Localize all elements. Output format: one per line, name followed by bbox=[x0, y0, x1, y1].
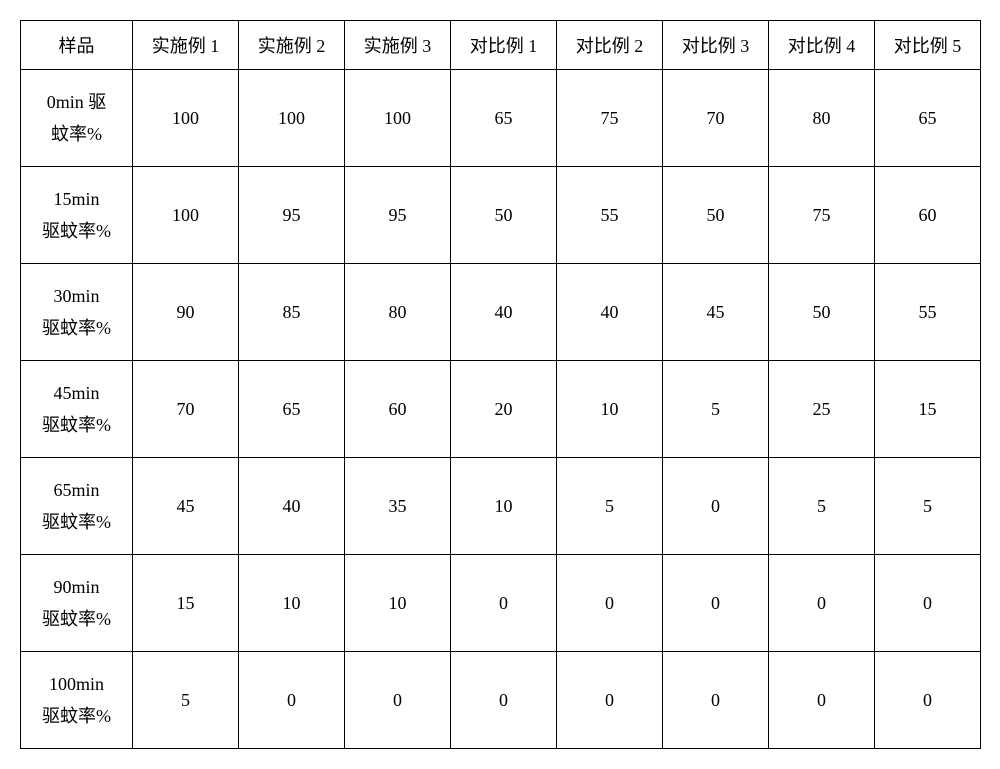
cell: 0 bbox=[239, 652, 345, 749]
row-label: 30min 驱蚊率% bbox=[21, 264, 133, 361]
row-label-line2: 蚊率% bbox=[51, 124, 102, 144]
cell: 0 bbox=[345, 652, 451, 749]
cell: 65 bbox=[239, 361, 345, 458]
cell: 0 bbox=[451, 652, 557, 749]
cell: 25 bbox=[769, 361, 875, 458]
cell: 45 bbox=[663, 264, 769, 361]
table-row: 65min 驱蚊率% 45 40 35 10 5 0 5 5 bbox=[21, 458, 981, 555]
cell: 5 bbox=[875, 458, 981, 555]
cell: 5 bbox=[769, 458, 875, 555]
col-header: 实施例 1 bbox=[133, 21, 239, 70]
col-header: 对比例 2 bbox=[557, 21, 663, 70]
cell: 50 bbox=[451, 167, 557, 264]
cell: 75 bbox=[557, 70, 663, 167]
cell: 95 bbox=[239, 167, 345, 264]
cell: 55 bbox=[557, 167, 663, 264]
table-row: 15min 驱蚊率% 100 95 95 50 55 50 75 60 bbox=[21, 167, 981, 264]
row-label-line1: 65min bbox=[53, 480, 99, 500]
row-label-line2: 驱蚊率% bbox=[42, 415, 111, 435]
cell: 55 bbox=[875, 264, 981, 361]
cell: 15 bbox=[133, 555, 239, 652]
col-header: 实施例 2 bbox=[239, 21, 345, 70]
cell: 10 bbox=[239, 555, 345, 652]
row-label-line2: 驱蚊率% bbox=[42, 706, 111, 726]
col-header: 对比例 1 bbox=[451, 21, 557, 70]
row-label-line1: 45min bbox=[53, 383, 99, 403]
cell: 0 bbox=[769, 652, 875, 749]
col-header: 实施例 3 bbox=[345, 21, 451, 70]
row-label: 90min 驱蚊率% bbox=[21, 555, 133, 652]
data-table: 样品 实施例 1 实施例 2 实施例 3 对比例 1 对比例 2 对比例 3 对… bbox=[20, 20, 981, 749]
row-label-line1: 100min bbox=[49, 674, 104, 694]
row-label-line2: 驱蚊率% bbox=[42, 221, 111, 241]
cell: 65 bbox=[451, 70, 557, 167]
cell: 75 bbox=[769, 167, 875, 264]
header-row: 样品 实施例 1 实施例 2 实施例 3 对比例 1 对比例 2 对比例 3 对… bbox=[21, 21, 981, 70]
table-row: 0min 驱 蚊率% 100 100 100 65 75 70 80 65 bbox=[21, 70, 981, 167]
cell: 0 bbox=[557, 652, 663, 749]
cell: 100 bbox=[133, 167, 239, 264]
cell: 95 bbox=[345, 167, 451, 264]
cell: 70 bbox=[663, 70, 769, 167]
row-label: 65min 驱蚊率% bbox=[21, 458, 133, 555]
cell: 0 bbox=[875, 652, 981, 749]
cell: 0 bbox=[557, 555, 663, 652]
cell: 90 bbox=[133, 264, 239, 361]
cell: 20 bbox=[451, 361, 557, 458]
row-label: 0min 驱 蚊率% bbox=[21, 70, 133, 167]
cell: 15 bbox=[875, 361, 981, 458]
cell: 0 bbox=[769, 555, 875, 652]
row-label-line2: 驱蚊率% bbox=[42, 609, 111, 629]
cell: 40 bbox=[557, 264, 663, 361]
col-header: 对比例 3 bbox=[663, 21, 769, 70]
cell: 10 bbox=[451, 458, 557, 555]
cell: 0 bbox=[663, 555, 769, 652]
cell: 100 bbox=[133, 70, 239, 167]
row-label: 45min 驱蚊率% bbox=[21, 361, 133, 458]
row-label-line1: 15min bbox=[53, 189, 99, 209]
table-body: 0min 驱 蚊率% 100 100 100 65 75 70 80 65 15… bbox=[21, 70, 981, 749]
row-label: 15min 驱蚊率% bbox=[21, 167, 133, 264]
cell: 85 bbox=[239, 264, 345, 361]
cell: 5 bbox=[663, 361, 769, 458]
cell: 100 bbox=[345, 70, 451, 167]
col-header: 样品 bbox=[21, 21, 133, 70]
cell: 65 bbox=[875, 70, 981, 167]
cell: 60 bbox=[345, 361, 451, 458]
row-label-line1: 0min 驱 bbox=[47, 92, 107, 112]
row-label: 100min 驱蚊率% bbox=[21, 652, 133, 749]
cell: 45 bbox=[133, 458, 239, 555]
cell: 35 bbox=[345, 458, 451, 555]
table-row: 45min 驱蚊率% 70 65 60 20 10 5 25 15 bbox=[21, 361, 981, 458]
cell: 10 bbox=[557, 361, 663, 458]
col-header: 对比例 4 bbox=[769, 21, 875, 70]
table-row: 100min 驱蚊率% 5 0 0 0 0 0 0 0 bbox=[21, 652, 981, 749]
cell: 80 bbox=[345, 264, 451, 361]
table-row: 30min 驱蚊率% 90 85 80 40 40 45 50 55 bbox=[21, 264, 981, 361]
cell: 60 bbox=[875, 167, 981, 264]
cell: 0 bbox=[451, 555, 557, 652]
row-label-line1: 90min bbox=[53, 577, 99, 597]
table-row: 90min 驱蚊率% 15 10 10 0 0 0 0 0 bbox=[21, 555, 981, 652]
cell: 10 bbox=[345, 555, 451, 652]
cell: 0 bbox=[663, 458, 769, 555]
cell: 40 bbox=[239, 458, 345, 555]
cell: 70 bbox=[133, 361, 239, 458]
cell: 50 bbox=[769, 264, 875, 361]
col-header: 对比例 5 bbox=[875, 21, 981, 70]
row-label-line2: 驱蚊率% bbox=[42, 318, 111, 338]
cell: 0 bbox=[663, 652, 769, 749]
cell: 50 bbox=[663, 167, 769, 264]
cell: 5 bbox=[133, 652, 239, 749]
cell: 40 bbox=[451, 264, 557, 361]
cell: 0 bbox=[875, 555, 981, 652]
cell: 100 bbox=[239, 70, 345, 167]
cell: 5 bbox=[557, 458, 663, 555]
cell: 80 bbox=[769, 70, 875, 167]
row-label-line1: 30min bbox=[53, 286, 99, 306]
row-label-line2: 驱蚊率% bbox=[42, 512, 111, 532]
